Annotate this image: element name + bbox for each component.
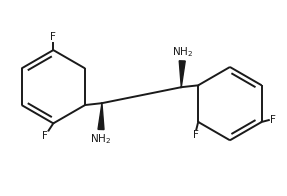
Text: NH$_2$: NH$_2$ bbox=[90, 132, 112, 145]
Text: F: F bbox=[269, 115, 276, 125]
Polygon shape bbox=[98, 103, 104, 130]
Text: F: F bbox=[51, 32, 56, 42]
Text: NH$_2$: NH$_2$ bbox=[172, 45, 193, 59]
Polygon shape bbox=[179, 61, 185, 87]
Text: F: F bbox=[193, 130, 199, 140]
Text: F: F bbox=[42, 131, 48, 141]
